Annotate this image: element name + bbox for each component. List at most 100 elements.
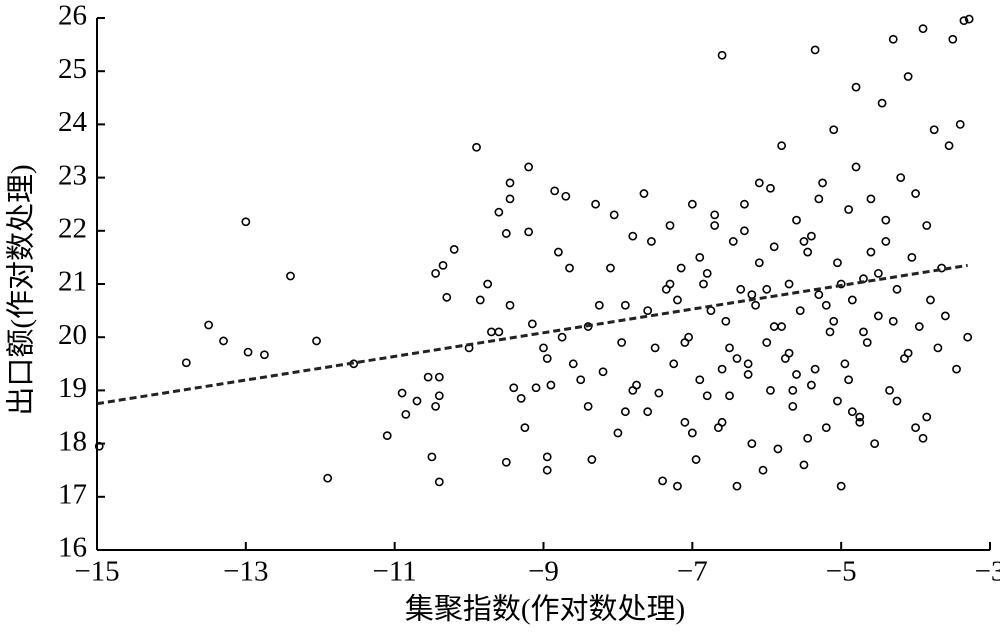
point xyxy=(840,359,850,369)
point xyxy=(702,268,712,278)
point xyxy=(520,423,530,433)
point xyxy=(676,263,686,273)
point xyxy=(680,417,690,427)
point xyxy=(598,367,608,377)
point xyxy=(509,383,519,393)
point xyxy=(952,364,961,374)
point xyxy=(821,300,831,310)
point xyxy=(553,247,563,257)
point xyxy=(695,375,705,385)
point xyxy=(732,354,742,363)
point xyxy=(717,364,727,374)
point xyxy=(754,178,764,188)
point xyxy=(639,189,649,198)
y-tick-label: 18 xyxy=(58,425,87,457)
point xyxy=(873,268,883,278)
point xyxy=(792,215,801,225)
point xyxy=(844,205,854,214)
point xyxy=(382,431,392,441)
point xyxy=(654,388,664,398)
point xyxy=(862,338,872,347)
point xyxy=(323,473,333,483)
point xyxy=(449,245,459,254)
point xyxy=(807,380,816,390)
point xyxy=(833,396,842,406)
point xyxy=(524,227,534,237)
point xyxy=(501,457,511,467)
point xyxy=(807,231,816,241)
point xyxy=(777,322,787,331)
point xyxy=(922,221,932,230)
point xyxy=(903,72,913,81)
y-axis-label: 出口额(作对数处理) xyxy=(5,164,38,415)
x-tick-label: −5 xyxy=(826,556,857,588)
point xyxy=(591,199,600,209)
point xyxy=(609,210,619,220)
point xyxy=(695,252,705,262)
point xyxy=(747,439,757,448)
point xyxy=(740,199,749,209)
point xyxy=(922,412,932,422)
point xyxy=(929,125,939,135)
point xyxy=(873,311,883,321)
point xyxy=(687,428,697,438)
point xyxy=(933,343,943,353)
point xyxy=(576,375,586,385)
point xyxy=(814,194,824,204)
point xyxy=(918,433,928,443)
point xyxy=(431,268,440,278)
y-tick-label: 16 xyxy=(58,532,87,564)
point xyxy=(810,364,820,374)
point xyxy=(773,444,783,454)
point xyxy=(740,226,749,236)
point xyxy=(643,306,653,315)
point xyxy=(669,359,679,369)
point xyxy=(896,173,906,182)
point xyxy=(799,460,809,470)
point xyxy=(542,452,552,462)
point xyxy=(747,290,757,300)
point xyxy=(702,391,712,401)
x-tick-label: −11 xyxy=(373,556,417,588)
point xyxy=(836,279,846,289)
y-tick-label: 19 xyxy=(58,372,87,404)
point xyxy=(777,141,787,151)
point xyxy=(680,338,690,347)
point xyxy=(620,300,630,310)
point xyxy=(963,332,973,342)
point xyxy=(717,417,727,427)
point xyxy=(736,284,746,294)
y-tick-label: 20 xyxy=(58,319,87,351)
y-tick-label: 17 xyxy=(58,478,87,510)
point xyxy=(665,279,675,289)
point xyxy=(434,372,444,382)
x-axis-label: 集聚指数(作对数处理) xyxy=(405,593,685,626)
point xyxy=(620,407,630,417)
point xyxy=(483,279,493,289)
point xyxy=(494,327,504,337)
point xyxy=(803,433,813,443)
x-tick-label: −13 xyxy=(223,556,268,588)
point xyxy=(397,388,407,398)
point xyxy=(647,237,656,246)
point xyxy=(851,162,861,172)
y-tick-label: 23 xyxy=(58,159,87,191)
point xyxy=(784,279,794,289)
point xyxy=(710,221,720,230)
x-tick-label: −3 xyxy=(975,556,1000,588)
point xyxy=(847,407,857,417)
point xyxy=(926,295,935,305)
y-tick-label: 25 xyxy=(58,53,87,85)
point xyxy=(769,322,779,331)
point xyxy=(594,300,604,310)
point xyxy=(472,142,481,152)
trend-line xyxy=(96,263,968,406)
point xyxy=(881,215,891,225)
point xyxy=(725,391,734,401)
point xyxy=(524,162,534,172)
point xyxy=(613,428,623,438)
point xyxy=(766,183,775,193)
y-tick-label: 21 xyxy=(58,266,87,298)
point xyxy=(743,359,753,369)
point xyxy=(539,343,548,353)
